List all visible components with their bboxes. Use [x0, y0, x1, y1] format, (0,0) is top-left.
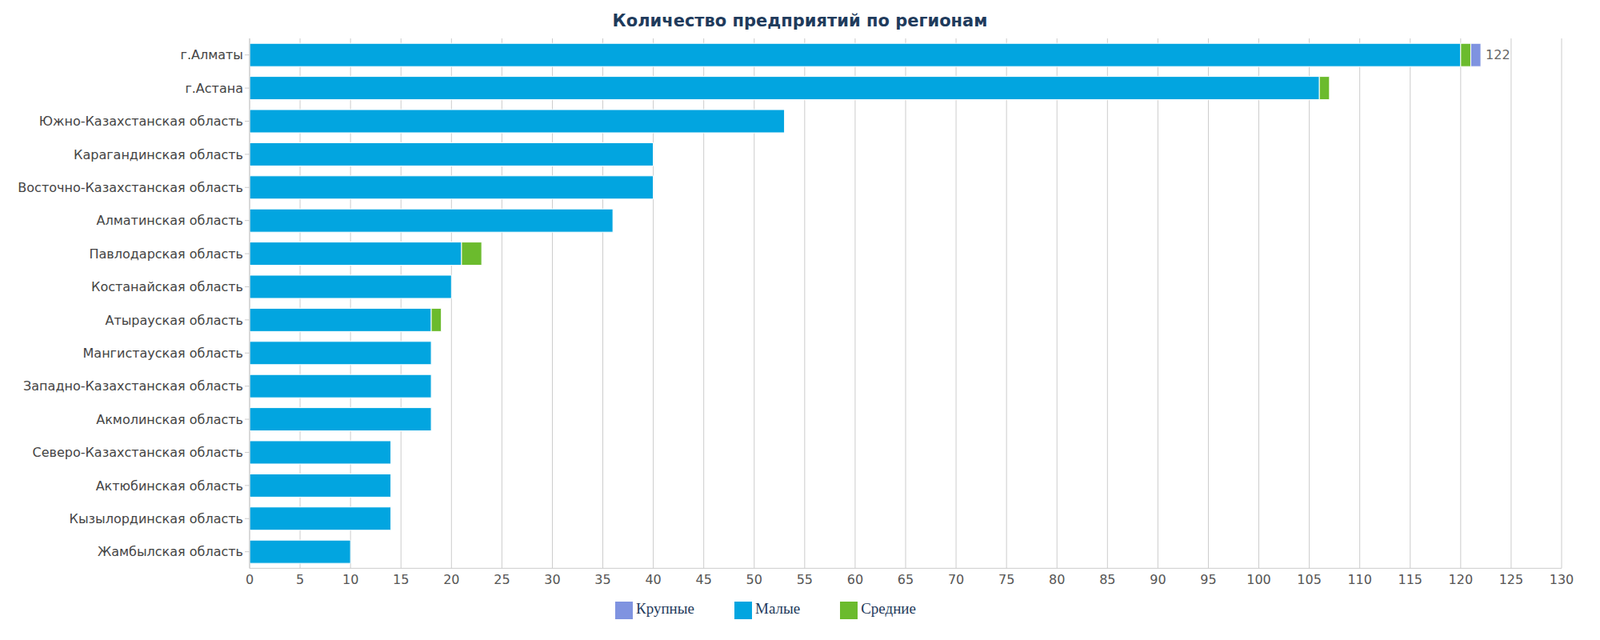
svg-text:10: 10 — [342, 572, 359, 588]
svg-text:70: 70 — [948, 572, 964, 588]
svg-text:Павлодарская область: Павлодарская область — [88, 246, 244, 262]
svg-text:Северо-Казахстанская область: Северо-Казахстанская область — [32, 444, 244, 460]
svg-text:г.Алматы: г.Алматы — [180, 47, 244, 63]
svg-text:120: 120 — [1448, 572, 1474, 588]
svg-text:45: 45 — [696, 572, 712, 588]
svg-text:Восточно-Казахстанская область: Восточно-Казахстанская область — [17, 180, 244, 196]
svg-text:30: 30 — [544, 572, 560, 588]
html-text:Крупные: Крупные — [636, 600, 695, 618]
svg-text:Алматинская область: Алматинская область — [96, 212, 244, 228]
svg-text:25: 25 — [493, 572, 510, 588]
svg-text:Карагандинская область: Карагандинская область — [73, 147, 244, 163]
svg-text:г.Астана: г.Астана — [184, 80, 244, 96]
svg-text:85: 85 — [1099, 572, 1116, 588]
svg-text:130: 130 — [1549, 572, 1575, 588]
svg-text:100: 100 — [1246, 572, 1272, 588]
svg-text:5: 5 — [296, 572, 304, 588]
html-text:Малые: Малые — [755, 600, 801, 618]
svg-text:Актюбинская область: Актюбинская область — [96, 478, 244, 494]
svg-text:40: 40 — [644, 572, 661, 588]
svg-text:Акмолинская область: Акмолинская область — [96, 412, 244, 428]
svg-text:Мангистауская область: Мангистауская область — [83, 345, 244, 361]
svg-text:35: 35 — [594, 572, 611, 588]
html-text:Количество предприятий по реги: Количество предприятий по регионам — [612, 11, 988, 31]
svg-text:125: 125 — [1499, 572, 1524, 588]
svg-text:Кызылординская область: Кызылординская область — [69, 511, 244, 527]
svg-text:105: 105 — [1296, 572, 1322, 588]
svg-text:20: 20 — [443, 572, 460, 588]
html-text:Средние: Средние — [860, 600, 916, 618]
svg-text:65: 65 — [897, 572, 914, 588]
svg-text:80: 80 — [1048, 572, 1065, 588]
svg-text:55: 55 — [796, 572, 813, 588]
svg-text:Атырауская область: Атырауская область — [104, 312, 244, 328]
svg-text:15: 15 — [392, 572, 409, 588]
svg-text:115: 115 — [1397, 572, 1423, 588]
svg-text:Южно-Казахстанская область: Южно-Казахстанская область — [39, 113, 244, 129]
svg-text:Западно-Казахстанская область: Западно-Казахстанская область — [23, 378, 244, 394]
svg-text:Костанайская область: Костанайская область — [91, 279, 244, 295]
svg-text:90: 90 — [1149, 572, 1166, 588]
svg-text:75: 75 — [998, 572, 1015, 588]
svg-text:60: 60 — [847, 572, 864, 588]
svg-text:Жамбылская область: Жамбылская область — [97, 544, 244, 560]
svg-text:95: 95 — [1200, 572, 1216, 588]
svg-text:0: 0 — [245, 572, 254, 588]
svg-text:110: 110 — [1347, 572, 1372, 588]
svg-text:122: 122 — [1485, 47, 1511, 63]
svg-text:50: 50 — [746, 572, 763, 588]
